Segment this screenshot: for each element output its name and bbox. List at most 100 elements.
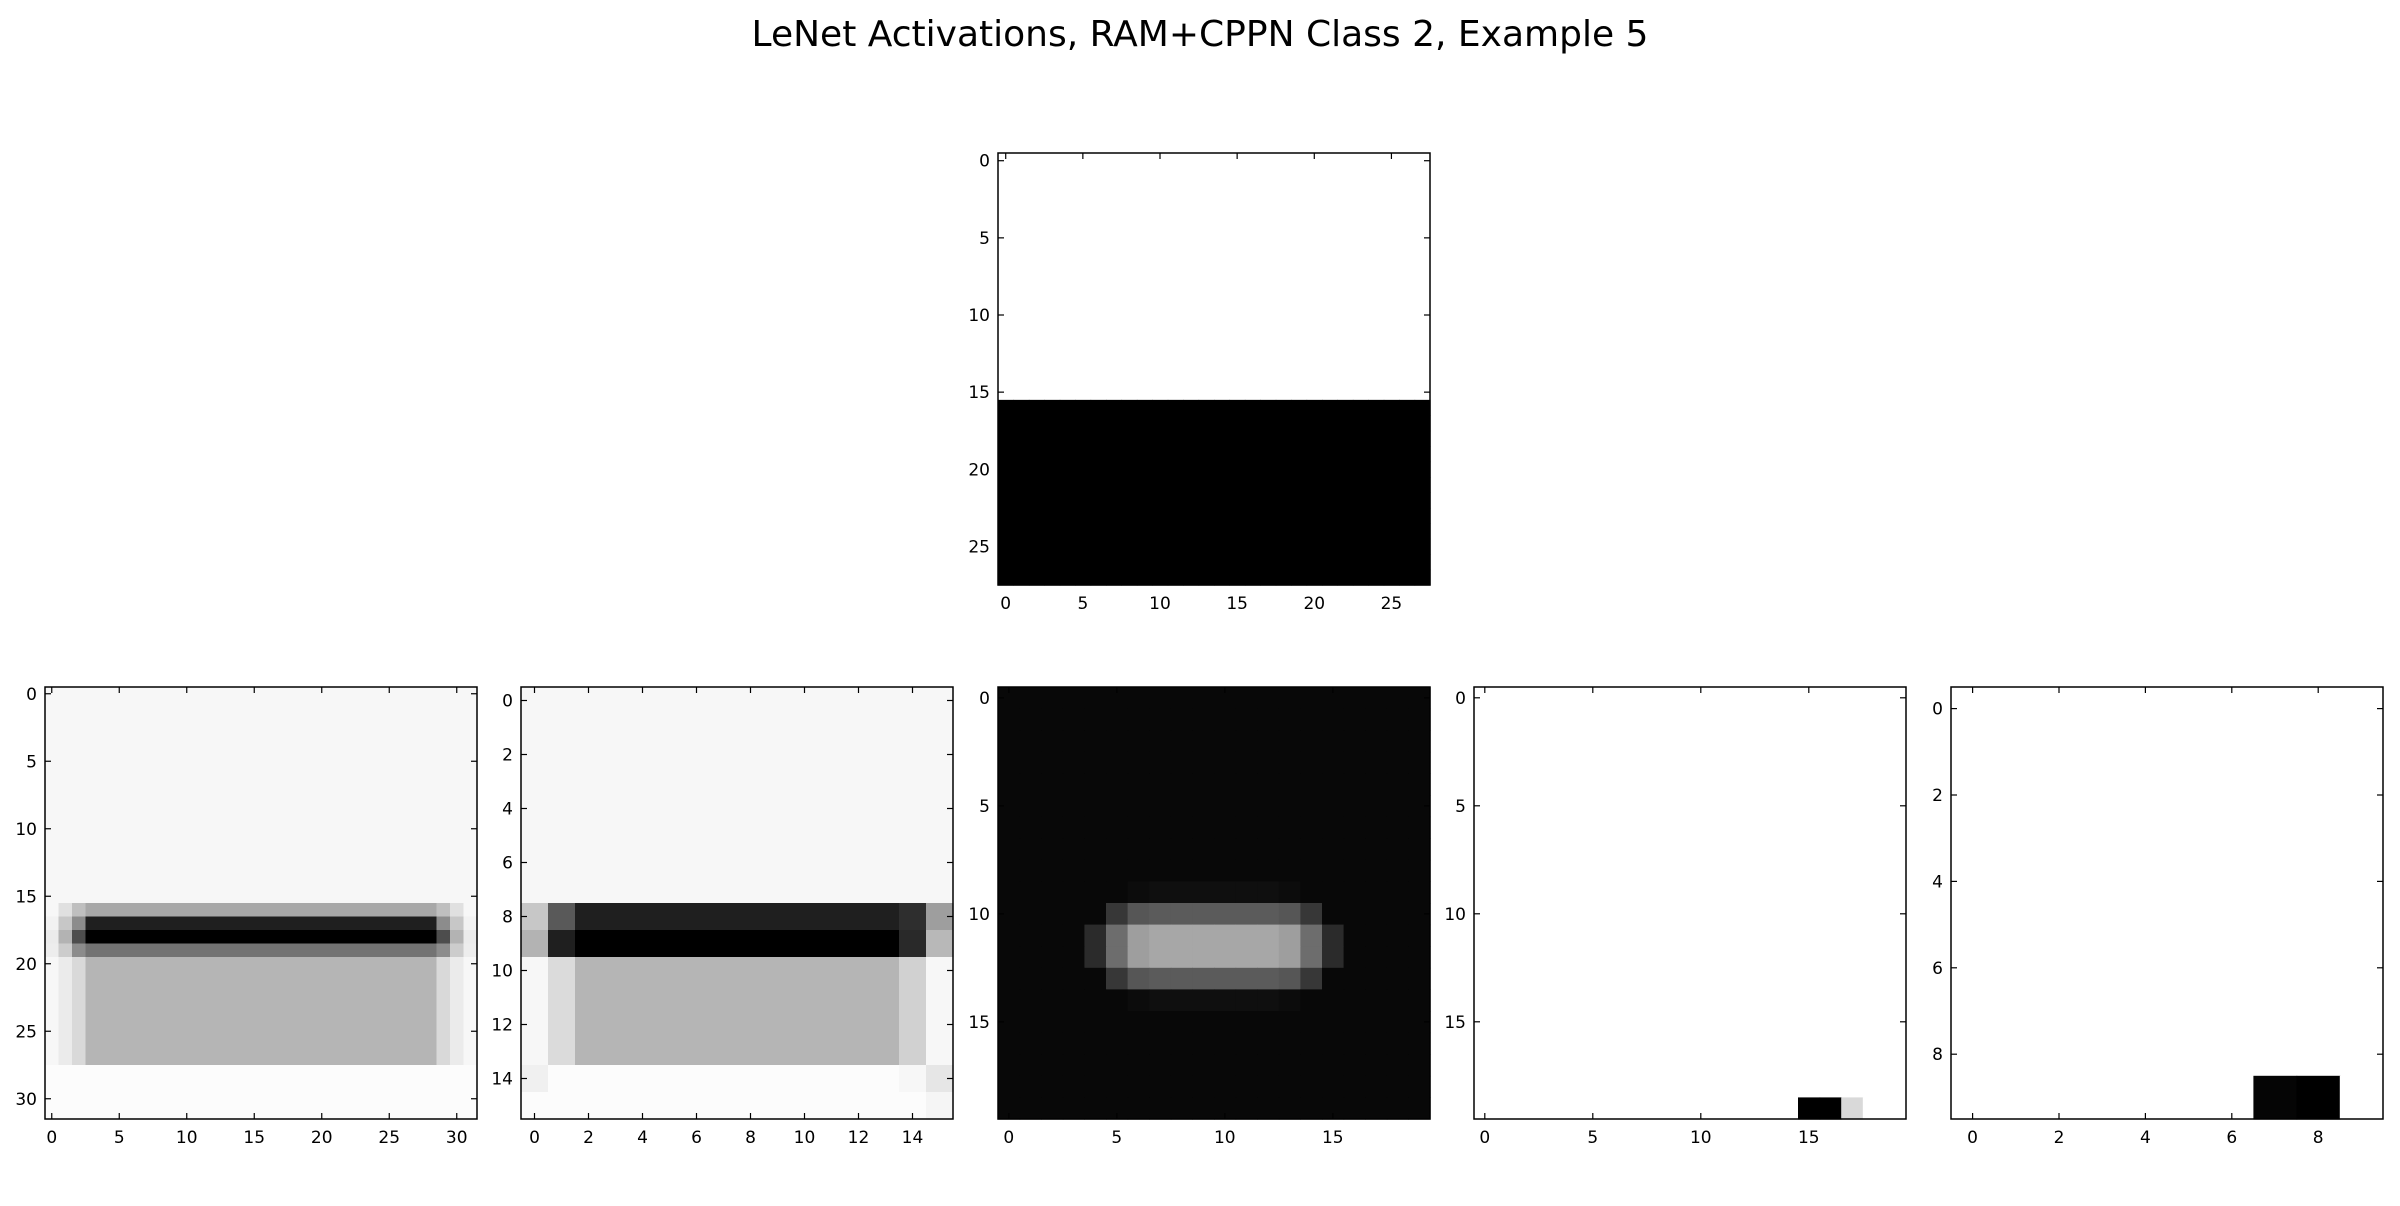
heatmap-cell — [409, 754, 424, 769]
heatmap-cell — [1322, 446, 1339, 463]
heatmap-cell — [1019, 816, 1042, 839]
heatmap-cell — [1386, 795, 1409, 818]
heatmap-cell — [899, 1065, 927, 1093]
heatmap-cell — [629, 957, 657, 985]
heatmap-cell — [1291, 322, 1308, 339]
heatmap-cell — [1306, 538, 1323, 555]
heatmap-cell — [423, 1011, 438, 1026]
heatmap-cell — [737, 984, 765, 1012]
heatmap-cell — [139, 916, 154, 931]
heatmap-cell — [1214, 967, 1237, 990]
heatmap-cell — [220, 997, 235, 1012]
heatmap-cell — [207, 889, 222, 904]
x-tick-label: 15 — [1798, 1128, 1820, 1148]
heatmap-cell — [1383, 554, 1400, 571]
heatmap-cell — [1028, 168, 1045, 185]
heatmap-cell — [193, 700, 208, 715]
heatmap-cell — [112, 930, 127, 945]
heatmap-cell — [1322, 214, 1339, 231]
heatmap-cell — [1106, 245, 1123, 262]
heatmap-cell — [1044, 153, 1061, 170]
heatmap-cell — [1198, 230, 1215, 247]
heatmap-cell — [1062, 1011, 1085, 1034]
heatmap-cell — [1121, 554, 1138, 571]
heatmap-cell — [1414, 153, 1431, 170]
axes-frame — [1950, 686, 2384, 1120]
heatmap-cell — [602, 1038, 630, 1066]
heatmap-cell — [1582, 859, 1605, 882]
x-tick-label: 10 — [1149, 594, 1171, 614]
heatmap-cell — [1368, 477, 1385, 494]
heatmap-cell — [1754, 1054, 1777, 1077]
heatmap-cell — [1106, 967, 1129, 990]
heatmap-cell — [1841, 1054, 1864, 1077]
heatmap-cell — [1028, 276, 1045, 293]
heatmap-cell — [139, 1038, 154, 1053]
heatmap-cell — [369, 714, 384, 729]
heatmap-cell — [1322, 1097, 1345, 1120]
heatmap-cell — [1776, 924, 1799, 947]
heatmap-cell — [1798, 795, 1821, 818]
heatmap-cell — [274, 835, 289, 850]
heatmap-cell — [1711, 859, 1734, 882]
heatmap-cell — [2037, 816, 2082, 861]
heatmap-cell — [764, 930, 792, 958]
heatmap-cell — [1235, 816, 1258, 839]
heatmap-cell — [1603, 838, 1626, 861]
heatmap-cell — [1149, 687, 1172, 710]
heatmap-cell — [710, 984, 738, 1012]
heatmap-cell — [301, 997, 316, 1012]
heatmap-cell — [1368, 230, 1385, 247]
heatmap-cell — [872, 795, 900, 823]
heatmap-cell — [1474, 838, 1497, 861]
heatmap-cell — [1337, 569, 1354, 586]
heatmap-cell — [1399, 399, 1416, 416]
heatmap-cell — [72, 822, 87, 837]
heatmap-cell — [1300, 773, 1323, 796]
heatmap-cell — [1214, 430, 1231, 447]
heatmap-cell — [423, 903, 438, 918]
heatmap-cell — [1090, 230, 1107, 247]
heatmap-cell — [1690, 816, 1713, 839]
heatmap-cell — [764, 903, 792, 931]
heatmap-cell — [1235, 989, 1258, 1012]
heatmap-cell — [1275, 523, 1292, 540]
heatmap-cell — [1152, 230, 1169, 247]
heatmap-cell — [1059, 307, 1076, 324]
heatmap-cell — [247, 957, 262, 972]
y-tick-label: 2 — [502, 746, 513, 766]
heatmap-cell — [1352, 338, 1369, 355]
heatmap-cell — [1028, 477, 1045, 494]
heatmap-cell — [85, 714, 100, 729]
heatmap-cell — [58, 1092, 73, 1107]
heatmap-cell — [1337, 430, 1354, 447]
heatmap-cell — [1517, 708, 1540, 731]
heatmap-cell — [382, 1038, 397, 1053]
heatmap-cell — [1711, 1075, 1734, 1098]
heatmap-cell — [301, 876, 316, 891]
heatmap-cell — [1668, 946, 1691, 969]
heatmap-cell — [301, 822, 316, 837]
heatmap-cell — [1352, 569, 1369, 586]
heatmap-cell — [1322, 369, 1339, 386]
heatmap-cell — [247, 997, 262, 1012]
y-tick-label: 10 — [491, 962, 513, 982]
heatmap-cell — [193, 862, 208, 877]
heatmap-cell — [396, 808, 411, 823]
heatmap-cell — [1408, 1032, 1431, 1055]
heatmap-cell — [328, 781, 343, 796]
heatmap-cell — [85, 997, 100, 1012]
heatmap-cell — [1059, 430, 1076, 447]
heatmap-cell — [328, 943, 343, 958]
heatmap-cell — [72, 714, 87, 729]
heatmap-cell — [1517, 751, 1540, 774]
heatmap-cell — [1322, 708, 1345, 731]
heatmap-cell — [382, 970, 397, 985]
heatmap-cell — [1170, 903, 1193, 926]
heatmap-cell — [45, 1011, 60, 1026]
heatmap-cell — [450, 768, 465, 783]
heatmap-cell — [998, 1032, 1021, 1055]
heatmap-cell — [1306, 276, 1323, 293]
heatmap-cell — [1337, 399, 1354, 416]
heatmap-cell — [791, 876, 819, 904]
